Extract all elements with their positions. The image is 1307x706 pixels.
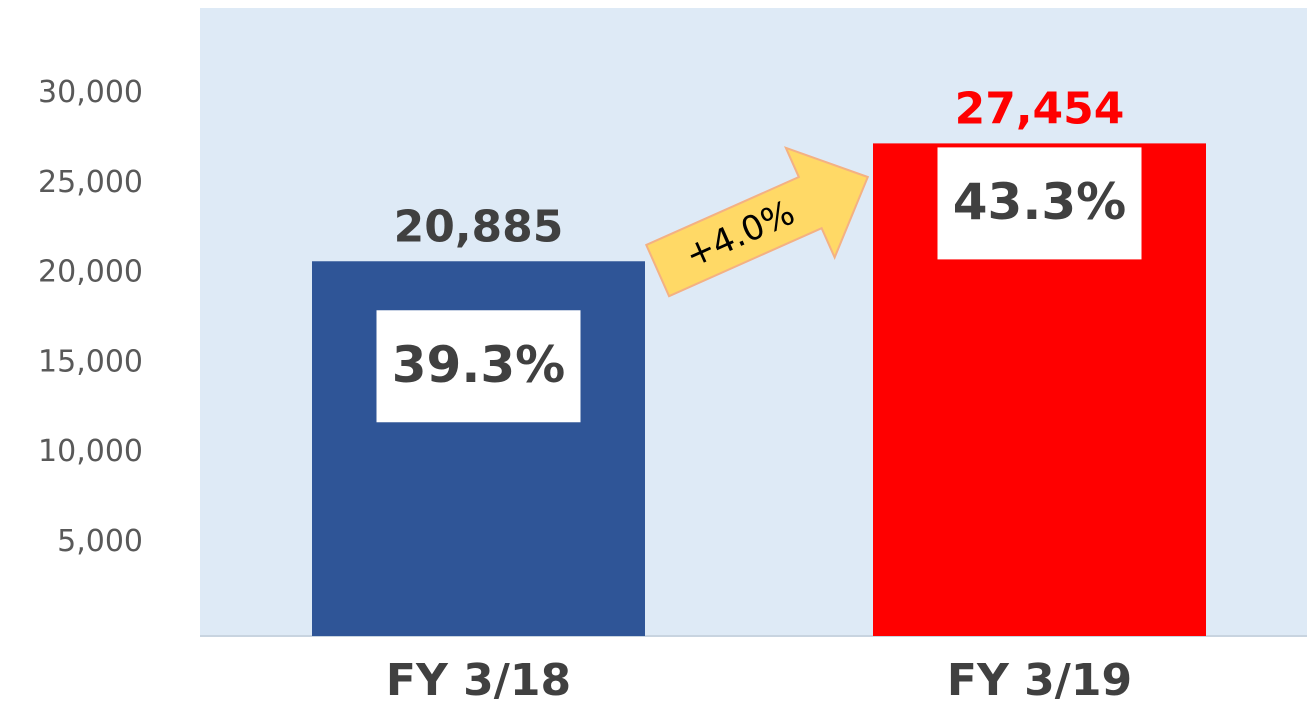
share-box [376, 310, 581, 423]
value-label: 27,454 [955, 83, 1125, 134]
y-tick-label: 30,000 [38, 75, 143, 110]
y-tick-label: 20,000 [38, 255, 143, 290]
y-tick-label: 5,000 [57, 524, 143, 559]
share-label: 39.3% [392, 336, 565, 394]
share-box [937, 147, 1142, 260]
value-label: 20,885 [394, 201, 564, 252]
x-tick-label: FY 3/18 [386, 655, 571, 706]
x-tick-label: FY 3/19 [947, 655, 1132, 706]
y-tick-label: 15,000 [38, 344, 143, 379]
share-label: 43.3% [953, 173, 1126, 231]
y-tick-label: 10,000 [38, 434, 143, 469]
arrow-shape [644, 146, 870, 298]
y-tick-label: 25,000 [38, 165, 143, 200]
